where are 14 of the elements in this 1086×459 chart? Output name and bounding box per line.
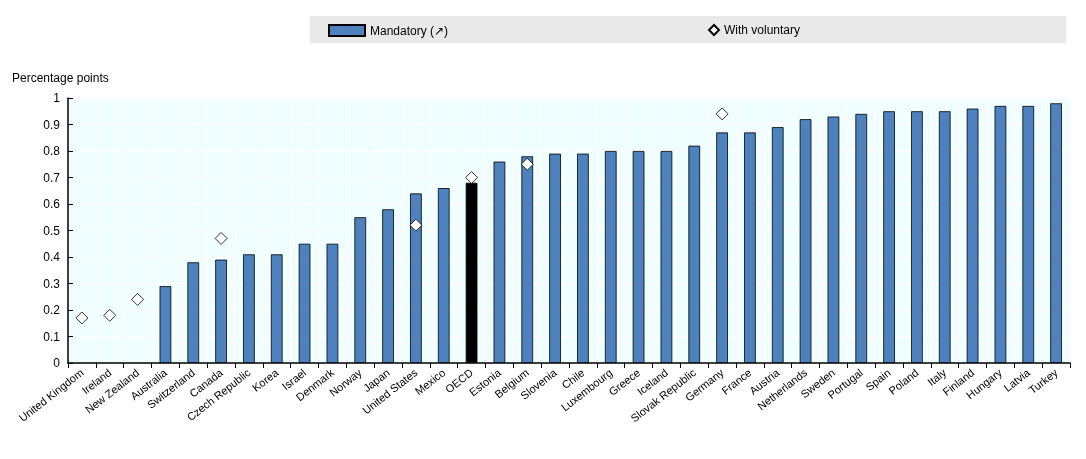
y-tick-label: 0.8 [43, 144, 61, 158]
y-tick-label: 0.3 [43, 276, 61, 291]
y-tick-label: 0.6 [43, 197, 61, 211]
y-tick-label: 0.5 [43, 223, 61, 238]
y-tick-label: 0.4 [43, 250, 61, 264]
y-axis-title: Percentage points [12, 71, 109, 85]
y-tick-label: 0.7 [43, 170, 61, 185]
y-tick-label: 0.1 [43, 329, 61, 344]
legend-label: With voluntary [724, 23, 801, 37]
y-tick-label: 0 [53, 356, 61, 370]
legend-label: Mandatory (↗) [370, 23, 449, 38]
y-tick-label: 0.9 [43, 117, 61, 132]
y-tick-label: 0.2 [43, 303, 61, 317]
y-tick-label: 1 [53, 91, 61, 105]
